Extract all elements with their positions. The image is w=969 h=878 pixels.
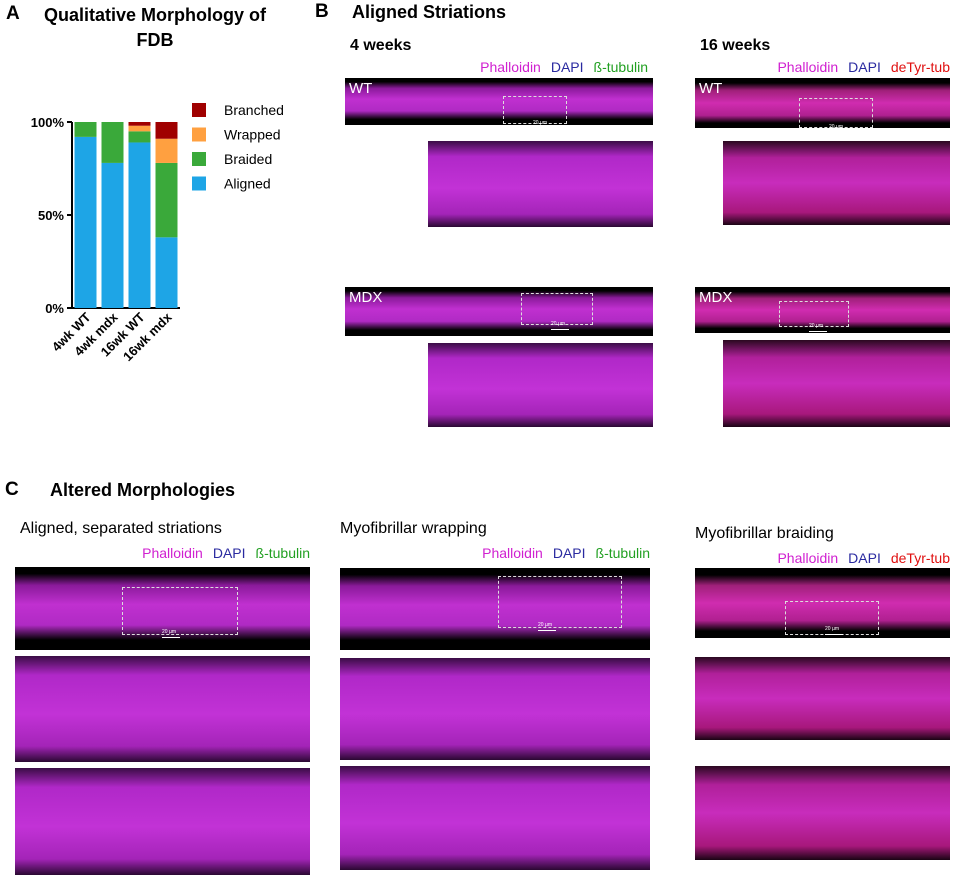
stain-label: ß-tubulin — [595, 545, 650, 561]
micrograph — [15, 768, 310, 875]
legend-label: Aligned — [224, 176, 271, 192]
panel-title: Aligned Striations — [352, 2, 507, 22]
micrograph: 20 µm — [695, 568, 950, 638]
column-title: Myofibrillar braiding — [695, 525, 834, 542]
stain-legend: Phalloidin DAPI deTyr-tub — [767, 550, 950, 566]
bar-segment — [155, 162, 178, 238]
column-title: 16 weeks — [700, 37, 771, 54]
panel-letter: A — [6, 3, 20, 24]
stain-label: DAPI — [550, 59, 584, 75]
micrograph: 20 µm — [340, 568, 650, 650]
stain-legend: Phalloidin DAPI ß-tubulin — [470, 59, 648, 75]
scale-text: 20 µm — [551, 321, 565, 327]
stain-legend: Phalloidin DAPI deTyr-tub — [767, 59, 950, 75]
stain-label: Phalloidin — [480, 59, 541, 75]
y-tick-label: 0% — [45, 301, 64, 316]
zoom-box — [122, 587, 238, 635]
micrograph: MDX 20 µm — [695, 287, 950, 333]
column-title: Myofibrillar wrapping — [340, 520, 487, 537]
zoom-box — [779, 301, 849, 327]
stain-label: Phalloidin — [777, 550, 839, 566]
bar-segment — [155, 138, 178, 163]
bar-segment — [128, 122, 151, 126]
stain-label: Phalloidin — [482, 545, 543, 561]
bar-segment — [128, 142, 151, 308]
stain-label: Phalloidin — [142, 545, 203, 561]
bar-segment — [101, 122, 124, 163]
zoom-box — [498, 576, 622, 628]
micrograph — [340, 658, 650, 760]
scale-text: 20 µm — [825, 626, 839, 632]
panel-title: Altered Morphologies — [50, 480, 236, 500]
micrograph — [695, 766, 950, 860]
stain-label: deTyr-tub — [890, 59, 950, 75]
column-title: 4 weeks — [350, 37, 412, 54]
micrograph — [723, 141, 950, 225]
bar-segment — [128, 125, 151, 132]
stain-label: Phalloidin — [777, 59, 839, 75]
stain-label: DAPI — [848, 550, 881, 566]
zoom-box — [503, 96, 567, 124]
stain-label: DAPI — [848, 59, 881, 75]
zoom-box — [521, 293, 593, 325]
legend-label: Braided — [224, 151, 272, 167]
legend-label: Wrapped — [224, 127, 281, 143]
panel-letter: B — [315, 1, 329, 22]
micrograph: WT 20 µm — [695, 78, 950, 128]
micrograph — [695, 657, 950, 740]
legend-label: Branched — [224, 102, 284, 118]
micrograph — [428, 343, 653, 427]
legend-swatch — [192, 176, 206, 191]
micrograph: WT 20 µm — [345, 78, 653, 125]
scale-text: 20 µm — [809, 323, 823, 329]
scale-text: 20 µm — [162, 629, 176, 635]
micrograph — [15, 656, 310, 762]
scale-text: 20 µm — [538, 622, 552, 628]
stain-label: ß-tubulin — [593, 59, 648, 75]
panel-letter: C — [5, 479, 19, 500]
legend-swatch — [192, 103, 206, 117]
bar-segment — [128, 131, 151, 143]
micrograph — [340, 766, 650, 870]
scale-bar — [538, 630, 556, 631]
stain-legend: Phalloidin DAPI ß-tubulin — [132, 545, 310, 561]
micrograph: 20 µm — [15, 567, 310, 650]
micrograph — [723, 340, 950, 427]
scale-bar — [825, 634, 843, 635]
zoom-box — [799, 98, 873, 128]
legend-swatch — [192, 127, 206, 142]
stain-label: deTyr-tub — [890, 550, 950, 566]
image-label: MDX — [699, 289, 733, 306]
y-tick-label: 100% — [31, 115, 65, 130]
scale-bar — [551, 329, 569, 330]
micrograph: MDX 20 µm — [345, 287, 653, 336]
stain-label: DAPI — [212, 545, 246, 561]
scale-bar — [809, 331, 827, 332]
image-label: MDX — [349, 289, 383, 306]
image-label: WT — [349, 80, 373, 97]
column-title: Aligned, separated striations — [20, 520, 222, 537]
stain-legend: Phalloidin DAPI ß-tubulin — [472, 545, 650, 561]
y-tick-label: 50% — [38, 208, 64, 223]
bar-segment — [155, 237, 178, 308]
bar-segment — [101, 162, 124, 308]
bar-segment — [155, 122, 178, 139]
image-label: WT — [699, 80, 723, 97]
scale-bar — [162, 637, 180, 638]
legend-swatch — [192, 152, 206, 166]
stain-label: ß-tubulin — [255, 545, 310, 561]
stain-label: DAPI — [552, 545, 586, 561]
scale-text: 20 µm — [829, 124, 843, 128]
bar-segment — [74, 136, 97, 308]
chart-title: Qualitative Morphology of FDB — [43, 5, 266, 50]
micrograph — [428, 141, 653, 227]
bar-segment — [74, 122, 97, 137]
scale-text: 20 µm — [533, 120, 547, 125]
